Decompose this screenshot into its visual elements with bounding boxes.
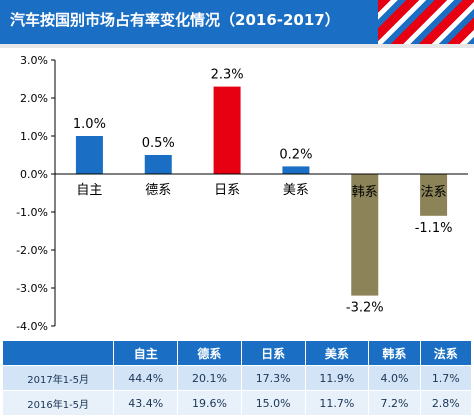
table-row: 2016年1-5月 43.4% 19.6% 15.0% 11.7% 7.2% 2…	[1, 390, 473, 416]
category-label: 法系	[421, 185, 447, 200]
table-cell: 15.0%	[240, 390, 306, 416]
y-tick-label: 2.0%	[20, 92, 48, 105]
table-header-cell: 法系	[419, 340, 473, 366]
table-cell: 44.4%	[113, 365, 179, 391]
y-tick-label: -2.0%	[16, 244, 48, 257]
bar-chart: 3.0% 2.0% 1.0% 0.0% -1.0% -2.0% -3.0% -4.0% 1.0%…	[16, 54, 468, 333]
table-cell: 1.7%	[419, 365, 473, 391]
bar-自主	[75, 136, 103, 174]
table-header-cell	[1, 340, 115, 366]
category-label: 德系	[145, 183, 171, 198]
value-label: 1.0%	[73, 117, 106, 132]
market-share-table: 自主 德系 日系 美系 韩系 法系 2017年1-5月 44.4% 20.1% …	[1, 340, 473, 416]
table-header-cell: 美系	[304, 340, 370, 366]
table-header-cell: 韩系	[368, 340, 421, 366]
category-label: 日系	[214, 183, 240, 198]
title-bar: 汽车按国别市场占有率变化情况（2016-2017）	[0, 0, 474, 44]
table-cell: 7.2%	[368, 390, 421, 416]
y-tick-label: -4.0%	[16, 320, 48, 333]
table-cell: 11.7%	[304, 390, 370, 416]
table-header-cell: 自主	[113, 340, 179, 366]
category-label: 韩系	[352, 185, 378, 200]
table-cell: 19.6%	[177, 390, 242, 416]
bar-韩系	[351, 174, 379, 296]
chart-title: 汽车按国别市场占有率变化情况（2016-2017）	[10, 11, 340, 29]
value-label: 2.3%	[211, 68, 244, 83]
category-label: 美系	[283, 183, 309, 198]
table-row-label: 2017年1-5月	[1, 365, 115, 391]
table-header-cell: 德系	[177, 340, 242, 366]
value-label: -1.1%	[415, 221, 453, 236]
bar-美系	[282, 166, 310, 174]
title-underline	[0, 44, 474, 48]
table-cell: 2.8%	[419, 390, 473, 416]
bar-日系	[213, 86, 241, 174]
table-cell: 17.3%	[240, 365, 306, 391]
bar-德系	[144, 155, 172, 174]
value-label: -3.2%	[346, 301, 384, 316]
category-label: 自主	[76, 183, 102, 198]
table-row: 2017年1-5月 44.4% 20.1% 17.3% 11.9% 4.0% 1…	[1, 365, 473, 391]
decorative-stripes	[378, 0, 474, 44]
y-tick-label: 3.0%	[20, 54, 48, 67]
value-label: 0.5%	[142, 136, 175, 151]
table-row-label: 2016年1-5月	[1, 390, 115, 416]
y-tick-label: -3.0%	[16, 282, 48, 295]
table-cell: 20.1%	[177, 365, 242, 391]
value-label: 0.2%	[279, 147, 312, 162]
table-cell: 4.0%	[368, 365, 421, 391]
table-cell: 43.4%	[113, 390, 179, 416]
bar-法系	[420, 174, 448, 216]
table-cell: 11.9%	[304, 365, 370, 391]
table-header-cell: 日系	[240, 340, 306, 366]
y-tick-label: 0.0%	[20, 168, 48, 181]
y-tick-label: 1.0%	[20, 130, 48, 143]
y-tick-label: -1.0%	[16, 206, 48, 219]
table-header-row: 自主 德系 日系 美系 韩系 法系	[1, 340, 473, 366]
